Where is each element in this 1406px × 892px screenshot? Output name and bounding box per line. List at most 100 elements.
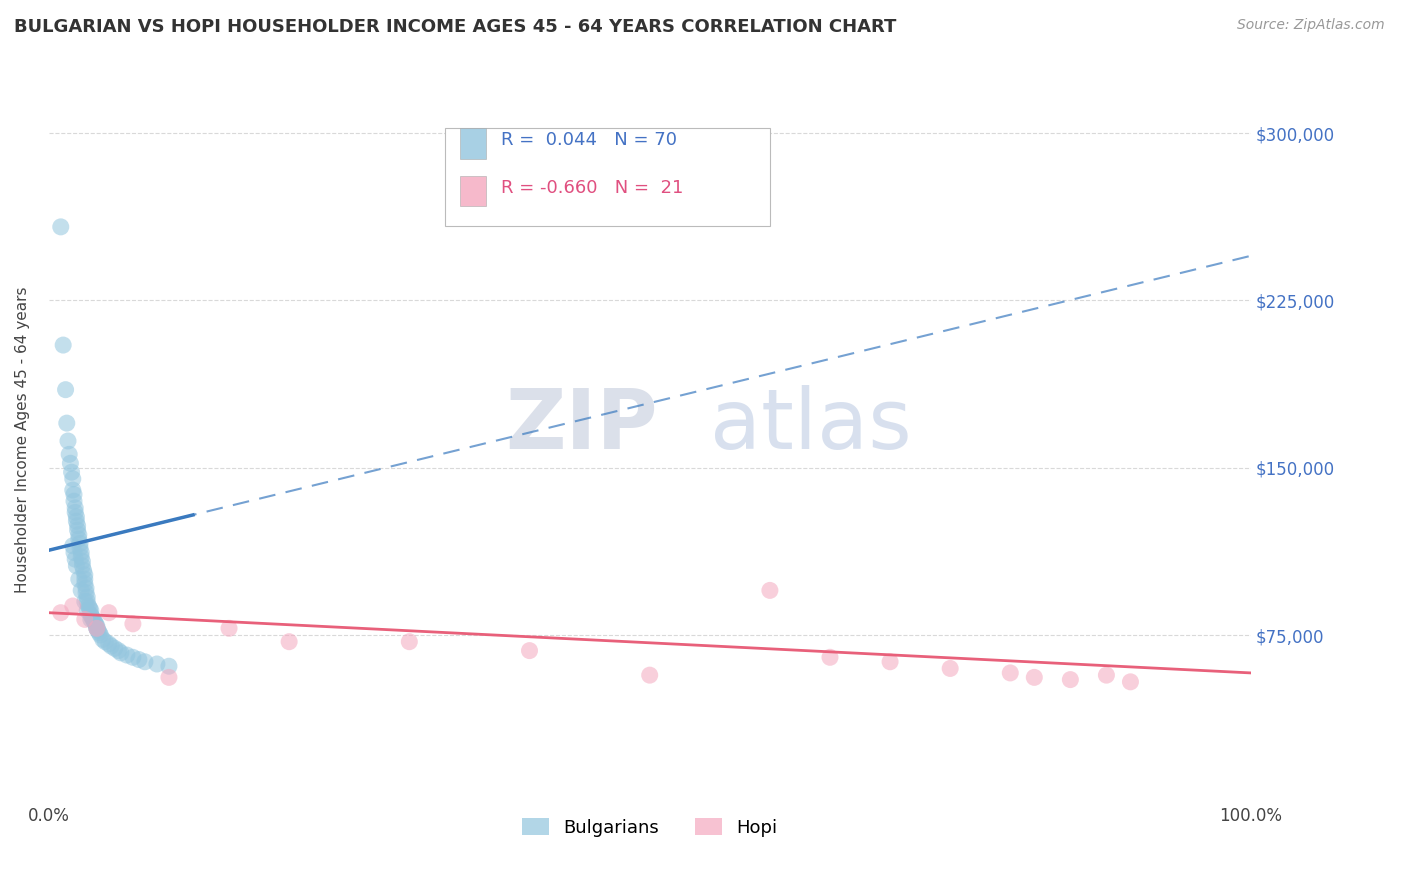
Point	[62, 599, 84, 613]
Text: R =  0.044   N = 70: R = 0.044 N = 70	[501, 131, 676, 149]
Point	[59, 456, 82, 470]
Point	[519, 643, 541, 657]
Point	[49, 606, 72, 620]
Point	[86, 621, 108, 635]
Point	[83, 615, 105, 629]
Point	[63, 552, 86, 566]
Point	[97, 606, 120, 620]
Point	[67, 527, 90, 541]
Point	[86, 621, 108, 635]
Point	[63, 494, 86, 508]
Point	[63, 505, 86, 519]
Point	[879, 655, 901, 669]
FancyBboxPatch shape	[460, 176, 486, 206]
Point	[77, 599, 100, 613]
Point	[157, 670, 180, 684]
Point	[134, 655, 156, 669]
Point	[100, 639, 122, 653]
Point	[278, 634, 301, 648]
Point	[759, 583, 782, 598]
Point	[73, 612, 96, 626]
Point	[104, 641, 127, 656]
Point	[55, 383, 77, 397]
Y-axis label: Householder Income Ages 45 - 64 years: Householder Income Ages 45 - 64 years	[15, 286, 30, 593]
Point	[63, 487, 86, 501]
Point	[122, 650, 145, 665]
Point	[115, 648, 138, 662]
Text: Source: ZipAtlas.com: Source: ZipAtlas.com	[1237, 18, 1385, 32]
Point	[89, 625, 111, 640]
Point	[91, 632, 114, 647]
Point	[73, 567, 96, 582]
Text: R = -0.660   N =  21: R = -0.660 N = 21	[501, 179, 683, 197]
Point	[146, 657, 169, 671]
Point	[73, 576, 96, 591]
Point	[107, 643, 129, 657]
Point	[1059, 673, 1081, 687]
Point	[67, 572, 90, 586]
Point	[67, 532, 90, 546]
Point	[69, 541, 91, 555]
Point	[60, 465, 83, 479]
Point	[89, 628, 111, 642]
Point	[80, 607, 103, 622]
Point	[75, 585, 97, 599]
Point	[62, 539, 84, 553]
Point	[75, 581, 97, 595]
Point	[128, 652, 150, 666]
Point	[86, 621, 108, 635]
Point	[66, 518, 89, 533]
Point	[939, 661, 962, 675]
Point	[72, 563, 94, 577]
Point	[65, 514, 87, 528]
Point	[76, 590, 98, 604]
Point	[70, 545, 93, 559]
Point	[122, 616, 145, 631]
Point	[76, 594, 98, 608]
Point	[63, 545, 86, 559]
Point	[82, 612, 104, 626]
Point	[398, 634, 420, 648]
Point	[110, 646, 132, 660]
Point	[1024, 670, 1046, 684]
Point	[818, 650, 841, 665]
Point	[66, 523, 89, 537]
Point	[58, 447, 80, 461]
Point	[76, 603, 98, 617]
Point	[80, 610, 103, 624]
Text: atlas: atlas	[710, 384, 911, 466]
Point	[638, 668, 661, 682]
Point	[79, 601, 101, 615]
Point	[218, 621, 240, 635]
Text: BULGARIAN VS HOPI HOUSEHOLDER INCOME AGES 45 - 64 YEARS CORRELATION CHART: BULGARIAN VS HOPI HOUSEHOLDER INCOME AGE…	[14, 18, 897, 36]
Point	[80, 603, 103, 617]
Point	[65, 509, 87, 524]
Point	[63, 500, 86, 515]
Point	[70, 583, 93, 598]
Point	[157, 659, 180, 673]
Point	[72, 554, 94, 568]
FancyBboxPatch shape	[446, 128, 770, 226]
Point	[1000, 665, 1022, 680]
Point	[62, 483, 84, 497]
Point	[80, 612, 103, 626]
Point	[70, 549, 93, 564]
Point	[84, 616, 107, 631]
Point	[1095, 668, 1118, 682]
Point	[49, 219, 72, 234]
FancyBboxPatch shape	[460, 128, 486, 159]
Point	[73, 594, 96, 608]
Point	[87, 624, 110, 638]
Point	[73, 572, 96, 586]
Point	[56, 434, 79, 448]
Point	[62, 472, 84, 486]
Point	[65, 558, 87, 573]
Point	[52, 338, 75, 352]
Point	[69, 536, 91, 550]
Point	[55, 416, 77, 430]
Legend: Bulgarians, Hopi: Bulgarians, Hopi	[515, 811, 785, 844]
Text: ZIP: ZIP	[506, 384, 658, 466]
Point	[94, 634, 117, 648]
Point	[1119, 674, 1142, 689]
Point	[97, 637, 120, 651]
